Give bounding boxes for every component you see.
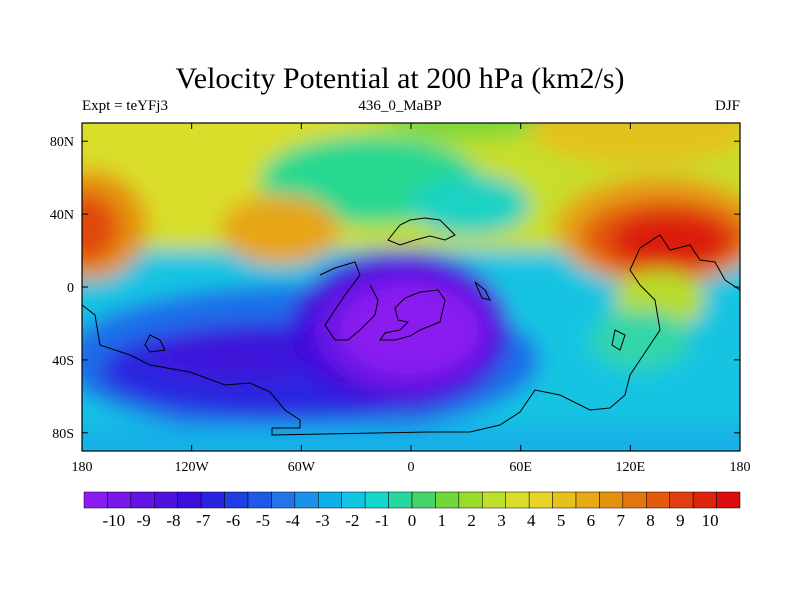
- colorbar-swatch: [364, 491, 389, 509]
- colorbar-label: 8: [646, 511, 655, 530]
- colorbar-label: -7: [196, 511, 211, 530]
- colorbar-swatch: [107, 491, 132, 509]
- colorbar-swatch: [575, 491, 600, 509]
- colorbar-label: -9: [137, 511, 151, 530]
- contour-field: [82, 123, 740, 451]
- x-tick-label: 180: [72, 460, 93, 475]
- colorbar-label: 10: [702, 511, 719, 530]
- colorbar-label: 2: [467, 511, 476, 530]
- x-tick-label: 60E: [509, 460, 532, 475]
- colorbar-swatch: [130, 491, 155, 509]
- colorbar-swatch: [341, 491, 366, 509]
- colorbar-swatch: [224, 491, 249, 509]
- colorbar-swatch: [528, 491, 553, 509]
- colorbar-label: 4: [527, 511, 536, 530]
- colorbar-swatch: [458, 491, 483, 509]
- colorbar-label: 6: [587, 511, 596, 530]
- y-tick-label: 40N: [50, 208, 74, 223]
- colorbar-swatch: [716, 491, 741, 509]
- colorbar-swatch: [599, 491, 624, 509]
- colorbar-label: 9: [676, 511, 685, 530]
- colorbar-label: 3: [497, 511, 506, 530]
- colorbar-label: -2: [345, 511, 359, 530]
- colorbar-swatch: [83, 491, 108, 509]
- run-label: 436_0_MaBP: [358, 98, 442, 114]
- colorbar-swatch: [294, 491, 319, 509]
- colorbar-label: 5: [557, 511, 566, 530]
- x-tick-label: 0: [408, 460, 415, 475]
- colorbar-swatch: [177, 491, 202, 509]
- colorbar-swatch: [318, 491, 342, 509]
- colorbar-swatch: [247, 491, 272, 509]
- y-tick-label: 80N: [50, 135, 74, 150]
- colorbar-label: -4: [286, 511, 301, 530]
- colorbar-label: 7: [616, 511, 625, 530]
- colorbar: -10 -9 -8 -7 -6 -5 -4 -3 -2 -1 0 1 2 3 4 5 6 7 8 9 10: [83, 491, 741, 530]
- colorbar-label: 1: [438, 511, 447, 530]
- y-tick-label: 0: [67, 281, 74, 296]
- x-tick-label: 120W: [175, 460, 210, 475]
- x-tick-label: 120E: [616, 460, 646, 475]
- colorbar-label: -3: [315, 511, 329, 530]
- colorbar-swatch: [622, 491, 647, 509]
- experiment-label: Expt = teYFj3: [82, 98, 168, 114]
- colorbar-swatch: [435, 491, 460, 509]
- y-axis: 80N 40N 0 40S 80S: [50, 135, 740, 442]
- colorbar-swatch: [552, 491, 577, 509]
- colorbar-swatch: [271, 491, 296, 509]
- season-label: DJF: [714, 98, 740, 114]
- colorbar-label: -8: [166, 511, 180, 530]
- colorbar-swatch: [482, 491, 506, 509]
- x-tick-label: 180: [730, 460, 751, 475]
- x-tick-label: 60W: [288, 460, 316, 475]
- colorbar-label: -10: [102, 511, 125, 530]
- y-tick-label: 40S: [52, 354, 74, 369]
- colorbar-label: -5: [256, 511, 270, 530]
- colorbar-swatch: [669, 491, 694, 509]
- x-axis: 180 120W 60W 0 60E 120E 180: [72, 123, 751, 475]
- colorbar-label: 0: [408, 511, 417, 530]
- colorbar-swatch: [154, 491, 178, 509]
- colorbar-swatch: [411, 491, 436, 509]
- colorbar-swatch: [646, 491, 670, 509]
- colorbar-swatch: [692, 491, 717, 509]
- colorbar-swatch: [388, 491, 413, 509]
- coastline-overlay: [82, 217, 740, 436]
- colorbar-label: -6: [226, 511, 240, 530]
- colorbar-label: -1: [375, 511, 389, 530]
- colorbar-swatch: [200, 491, 225, 509]
- chart-title: Velocity Potential at 200 hPa (km2/s): [175, 62, 625, 95]
- colorbar-swatch: [505, 491, 530, 509]
- y-tick-label: 80S: [52, 427, 74, 442]
